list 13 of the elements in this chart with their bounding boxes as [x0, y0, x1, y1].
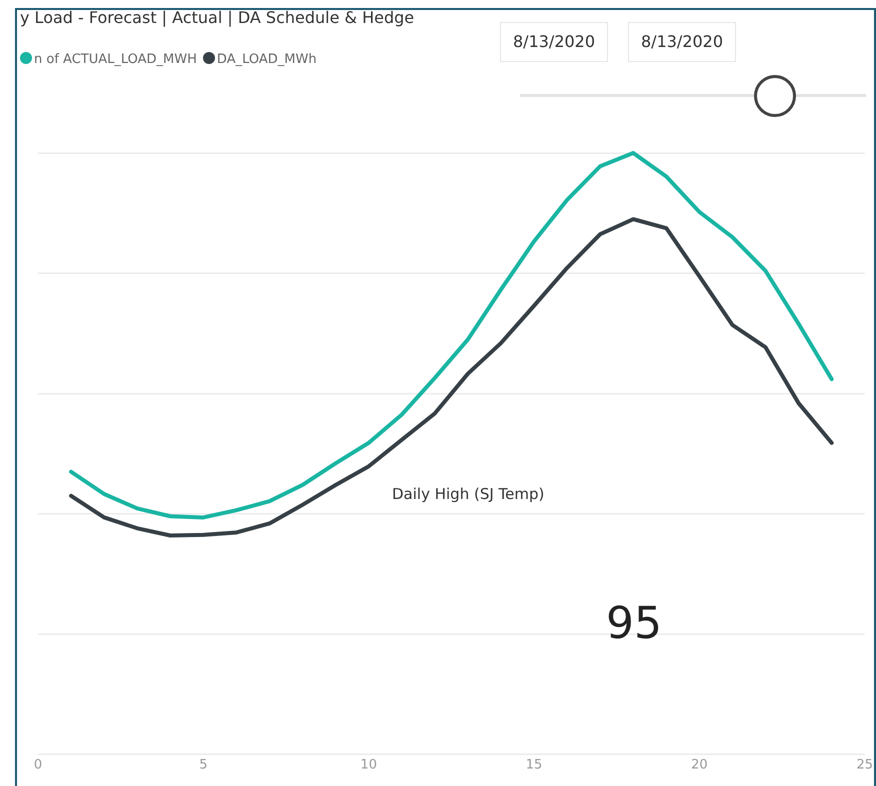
annotation: 95	[606, 598, 662, 649]
legend-label: DA_LOAD_MWh	[216, 52, 317, 67]
x-tick-label: 0	[34, 758, 42, 773]
x-tick-label: 15	[526, 758, 542, 773]
chart-title: y Load - Forecast | Actual | DA Schedule & Hedge	[20, 8, 414, 27]
text: 8/13/2020	[628, 22, 736, 62]
x-tick-label: 20	[691, 758, 708, 773]
x-tick-label: 10	[360, 758, 377, 773]
legend-label: n of ACTUAL_LOAD_MWH	[33, 52, 197, 67]
annotation: Daily High (SJ Temp)	[392, 485, 544, 503]
x-tick-label: 25	[856, 758, 873, 773]
x-tick-label: 5	[199, 758, 208, 773]
text: 8/13/2020	[500, 22, 608, 62]
